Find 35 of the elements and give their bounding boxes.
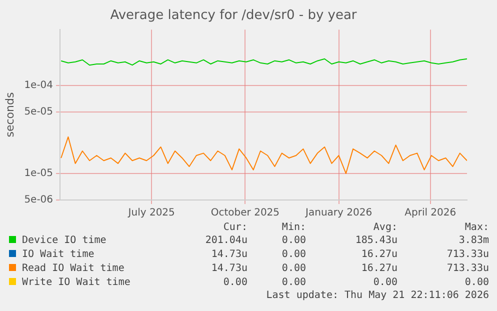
text: 713.33u [446, 248, 490, 262]
text: 14.73u [210, 262, 248, 276]
x-tick-label: July 2025 [127, 208, 175, 219]
legend-label: Write IO Wait time [21, 276, 132, 290]
y-tick-label: 1e-04 [24, 80, 54, 91]
legend-label: Device IO time [21, 234, 108, 248]
x-tick-label: January 2026 [304, 208, 372, 219]
text: 0.00 [280, 248, 308, 262]
text: 0.00 [222, 276, 248, 290]
text: Cur: [222, 222, 248, 234]
y-tick-label: 5e-05 [24, 106, 54, 118]
text: Min: [280, 222, 308, 234]
legend-label: IO Wait time [21, 248, 96, 262]
text: 713.33u [446, 262, 490, 276]
text: 14.73u [210, 248, 248, 262]
legend-label: Read IO Wait time [21, 262, 126, 276]
text: 201.04u [204, 234, 248, 248]
text: 0.00 [280, 234, 308, 248]
text: 0.00 [372, 276, 398, 290]
y-tick-label: 1e-05 [24, 168, 54, 180]
x-tick-label: April 2026 [404, 208, 456, 219]
text: 16.27u [360, 248, 398, 262]
text: 0.00 [464, 276, 490, 290]
text: 3.83m [458, 234, 490, 248]
text: 0.00 [280, 276, 308, 290]
x-tick-label: October 2025 [210, 208, 280, 219]
text: Max: [464, 222, 490, 234]
text: 185.43u [354, 234, 398, 248]
y-tick-label: 5e-06 [24, 194, 54, 206]
text: 16.27u [360, 262, 398, 276]
text: Avg: [372, 222, 398, 234]
y-axis-title: seconds [3, 92, 16, 138]
text: 0.00 [280, 262, 308, 276]
chart-title: Average latency for /dev/sr0 - by year [110, 8, 358, 24]
text: Last update: Thu May 21 22:11:06 2026 [265, 290, 490, 302]
